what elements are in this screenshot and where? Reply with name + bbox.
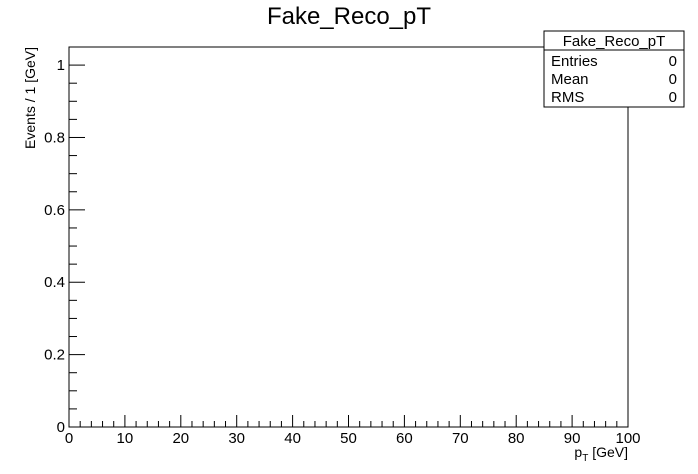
x-tick-label: 60 [396,430,413,447]
y-tick-label: 0.4 [44,274,65,291]
y-tick-label: 0.8 [44,129,65,146]
x-tick-label: 10 [117,430,134,447]
stats-mean-value: 0 [669,71,677,88]
y-tick-label: 0 [57,419,65,436]
x-tick-label: 20 [172,430,189,447]
stats-rms-value: 0 [669,89,677,106]
x-axis-label: pT [GeV] [574,444,628,464]
y-axis-label: Events / 1 [GeV] [22,47,38,149]
x-tick-label: 40 [284,430,301,447]
x-axis-label-main: p [574,444,582,460]
chart-title: Fake_Reco_pT [267,3,431,30]
x-tick-label: 90 [564,430,581,447]
y-axis-ticks [69,46,85,428]
x-axis-label-subscript: T [582,453,588,464]
x-axis-tick-labels: 0 10 20 30 40 50 60 70 80 90 100 [65,430,641,447]
stats-entries-label: Entries [551,53,598,70]
stats-box: Fake_Reco_pT Entries 0 Mean 0 RMS 0 [543,30,685,108]
x-tick-label: 100 [615,430,640,447]
stats-mean-label: Mean [551,71,589,88]
stats-box-title: Fake_Reco_pT [563,33,666,50]
x-tick-label: 30 [228,430,245,447]
x-tick-label: 80 [508,430,525,447]
y-axis-tick-labels: 0 0.2 0.4 0.6 0.8 1 [44,57,65,436]
x-tick-label: 0 [65,430,73,447]
stats-entries-value: 0 [669,53,677,70]
x-axis-ticks [68,415,629,427]
stats-box-border [543,30,685,108]
y-tick-label: 0.2 [44,347,65,364]
x-tick-label: 70 [452,430,469,447]
y-tick-label: 1 [57,57,65,74]
y-tick-label: 0.6 [44,202,65,219]
stats-rms-label: RMS [551,89,584,106]
x-axis-label-rest: [GeV] [588,444,628,460]
x-tick-label: 50 [340,430,357,447]
